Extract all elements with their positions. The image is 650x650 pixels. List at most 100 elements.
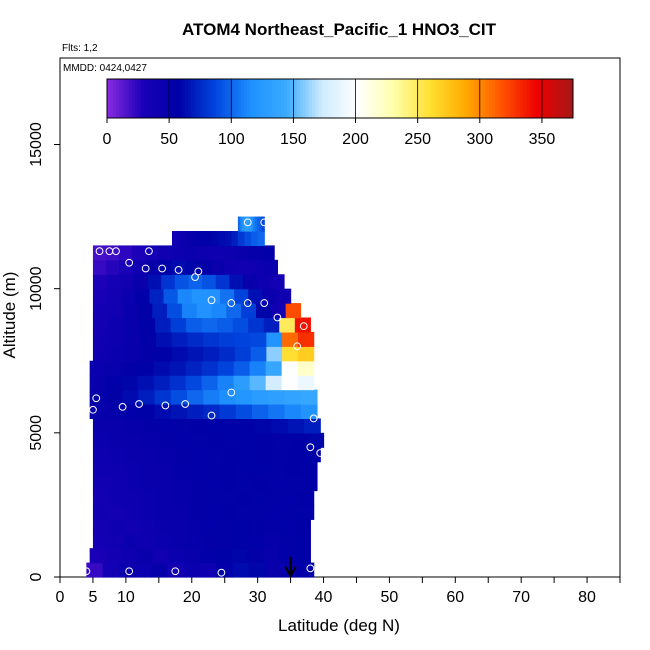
heatmap-cell [239, 418, 256, 434]
heatmap-cell [105, 404, 123, 420]
heatmap-cell [188, 274, 203, 290]
heatmap-cell [170, 245, 185, 261]
heatmap-cell [203, 346, 220, 362]
heatmap-cell [304, 447, 321, 463]
heatmap-cell [231, 548, 248, 564]
heatmap-cell [254, 216, 258, 232]
y-axis: 0 5000 10000 15000 [28, 122, 60, 581]
heatmap-cell [191, 231, 199, 247]
observation-point [260, 218, 269, 227]
heatmap-cell [106, 259, 120, 275]
heatmap-cell [157, 418, 175, 434]
heatmap-cell [184, 548, 201, 564]
colorbar-segment [507, 79, 512, 118]
heatmap-cell [108, 461, 126, 477]
x-tick-label: 50 [381, 589, 399, 606]
colorbar-segment [221, 79, 226, 118]
heatmap-cell [266, 346, 283, 362]
colorbar-segment [451, 79, 456, 118]
heatmap-cell [156, 504, 173, 520]
heatmap-cell [140, 490, 157, 506]
colorbar-segment [402, 79, 406, 118]
heatmap-cell [281, 375, 299, 391]
heatmap-cell [135, 562, 152, 578]
heatmap-cell [235, 389, 253, 405]
heatmap-cell [263, 519, 280, 535]
colorbar-segment [209, 79, 214, 118]
colorbar-segment [442, 79, 447, 118]
heatmap-cell [211, 259, 226, 275]
colorbar-segment [175, 79, 179, 118]
heatmap-cell [224, 231, 232, 247]
heatmap-cell [124, 461, 142, 477]
heatmap-cell [154, 389, 172, 405]
heatmap-cell [140, 331, 157, 347]
heatmap-cell [121, 375, 139, 391]
heatmap-cell [124, 331, 141, 347]
heatmap-cell [279, 317, 296, 333]
heatmap-cell [217, 533, 234, 549]
colorbar-segment [563, 79, 568, 118]
colorbar-segment [122, 79, 127, 118]
heatmap-cell [170, 317, 187, 333]
heatmap-cell [140, 346, 157, 362]
heatmap-cell [108, 490, 126, 506]
colorbar-segment [464, 79, 468, 118]
heatmap-cell [297, 360, 315, 376]
heatmap-cell [178, 231, 186, 247]
observation-point [135, 400, 143, 408]
x-tick-label: 0 [56, 589, 65, 606]
heatmap-cell [155, 317, 172, 333]
heatmap-cell [120, 274, 135, 290]
observation-point [243, 218, 252, 227]
observation-point [227, 299, 236, 307]
heatmap-cell [251, 231, 259, 247]
heatmap-cell [248, 288, 263, 304]
heatmap-cell [247, 216, 250, 232]
heatmap-cell [236, 476, 254, 492]
heatmap-cell [201, 533, 218, 549]
heatmap-cell [92, 317, 110, 333]
colorbar-segment [113, 79, 117, 118]
heatmap-cell [124, 476, 142, 492]
heatmap-cell [264, 259, 279, 275]
heatmap-cell [241, 216, 245, 232]
colorbar-segment [318, 79, 322, 118]
colorbar-tick-label: 50 [160, 131, 178, 148]
heatmap-cell [198, 259, 213, 275]
heatmap-cell [140, 504, 157, 520]
heatmap-cell [274, 432, 292, 448]
heatmap-cell [203, 504, 220, 520]
heatmap-cell [135, 288, 151, 304]
colorbar-segment [461, 79, 465, 118]
heatmap-cell [155, 519, 172, 535]
observation-point [207, 296, 216, 305]
heatmap-cell [106, 274, 121, 290]
heatmap-cell [158, 432, 176, 448]
heatmap-cell [138, 389, 156, 405]
heatmap-cell [206, 447, 224, 463]
colorbar-segment [141, 79, 145, 118]
heatmap-cell [251, 259, 265, 275]
heatmap-cell [287, 418, 305, 434]
heatmap-cell [271, 418, 289, 434]
heatmap-cell [201, 375, 219, 391]
colorbar-segment [383, 79, 388, 118]
colorbar-segment [330, 79, 335, 118]
heatmap-cell [119, 259, 134, 275]
heatmap-cell [219, 346, 236, 362]
heatmap-cell [109, 447, 127, 463]
heatmap-cell [255, 447, 273, 463]
heatmap-cell [300, 461, 318, 477]
heatmap-cell [187, 404, 204, 420]
heatmap-cell [268, 476, 286, 492]
heatmap-cell [89, 375, 107, 391]
heatmap-cell [196, 303, 213, 319]
observation-point [145, 247, 153, 256]
colorbar-segment [240, 79, 245, 118]
heatmap-cell [297, 346, 315, 362]
heatmap-cell [211, 303, 227, 319]
heatmap-cell [270, 303, 287, 319]
colorbar-segment [119, 79, 124, 118]
colorbar-segment [147, 79, 151, 118]
